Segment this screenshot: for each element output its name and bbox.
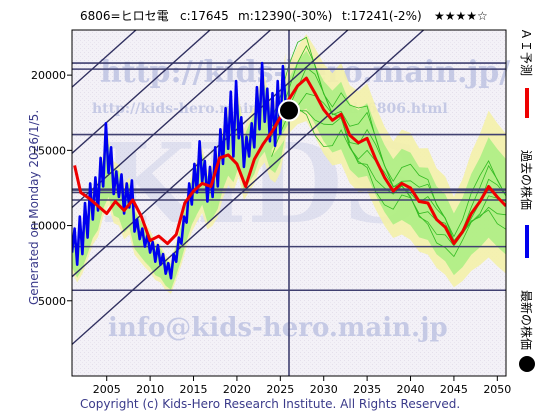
- ai-forecast-line: [73, 76, 506, 246]
- legend-latest-label: 最新の株価: [519, 290, 534, 350]
- series-layer: [72, 61, 506, 280]
- channel-line-1: [72, 30, 211, 154]
- y-tick-label-20000: 20000: [31, 69, 66, 82]
- target-price-text: t:17241(-2%): [342, 9, 422, 23]
- chart-header: 6806=ヒロセ電 c:17645 m:12390(-30%) t:17241(…: [80, 9, 488, 23]
- y-axis: 5000 10000 15000 20000: [31, 69, 72, 308]
- median-price-text: m:12390(-30%): [238, 9, 332, 23]
- latest-marker-layer: [278, 99, 300, 122]
- support-lines-layer: [72, 30, 506, 376]
- generated-date-label: Generated on Monday 2026/1/5.: [27, 110, 41, 305]
- y-tick-label-5000: 5000: [38, 295, 66, 308]
- trend-channel-layer: [72, 30, 425, 345]
- historical-yellow-band: [72, 52, 286, 294]
- copyright-footer: Copyright (c) Kids-Hero Research Institu…: [80, 397, 460, 411]
- x-tick-label-2020: 2020: [223, 383, 251, 396]
- legend-latest-dot: [519, 356, 535, 372]
- channel-line-2: [72, 30, 272, 209]
- x-tick-label-2025: 2025: [266, 383, 294, 396]
- current-price-text: c:17645: [180, 9, 229, 23]
- legend-past-label: 過去の株価: [519, 150, 534, 210]
- y-tick-label-15000: 15000: [31, 144, 66, 157]
- forecast-path-2: [271, 93, 506, 242]
- legend: ＡＩ予測 過去の株価 最新の株価: [519, 28, 535, 372]
- x-tick-label-2005: 2005: [93, 383, 121, 396]
- y-tick-label-10000: 10000: [31, 220, 66, 233]
- stock-code-name: 6806=ヒロセ電: [80, 9, 169, 23]
- channel-line-3: [72, 30, 349, 278]
- x-tick-label-2010: 2010: [136, 383, 164, 396]
- past-price-line: [72, 61, 291, 280]
- x-axis: 2005 2010 2015 2020 2025 2030 2035 2040 2045 2050: [93, 376, 511, 396]
- x-tick-label-2040: 2040: [397, 383, 425, 396]
- x-tick-label-2035: 2035: [353, 383, 381, 396]
- x-tick-label-2030: 2030: [310, 383, 338, 396]
- rating-stars: ★★★★☆: [434, 9, 488, 23]
- x-tick-label-2045: 2045: [440, 383, 468, 396]
- plot-frame: [71, 29, 507, 377]
- legend-ai-label: ＡＩ予測: [519, 28, 533, 76]
- forecast-path-5: [271, 36, 506, 238]
- latest-price-dot: [278, 99, 300, 122]
- forecast-path-4: [271, 44, 506, 242]
- forecast-path-0: [271, 108, 506, 258]
- watermark-email: info@kids-hero.main.jp: [108, 313, 448, 343]
- channel-line-4: [72, 30, 425, 345]
- x-tick-label-2015: 2015: [180, 383, 208, 396]
- x-tick-label-2050: 2050: [483, 383, 511, 396]
- forecast-green-band: [271, 50, 506, 276]
